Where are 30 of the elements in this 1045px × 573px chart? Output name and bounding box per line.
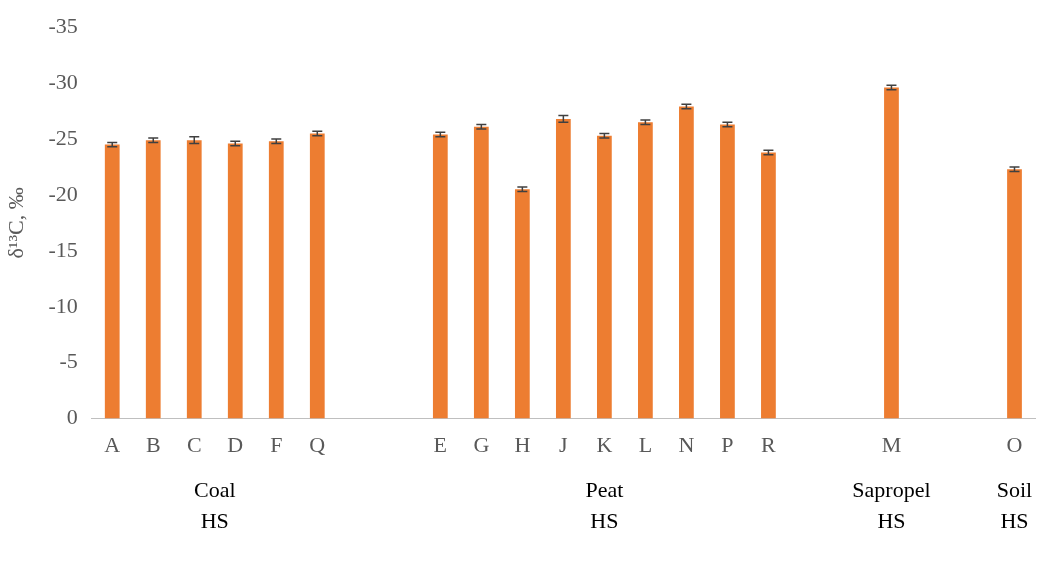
x-tick-label: B <box>145 431 161 457</box>
text: Coal HS <box>193 477 236 534</box>
y-tick-label: -25 <box>48 124 78 150</box>
x-tick-label: Q <box>309 431 326 457</box>
y-tick-label: -30 <box>48 68 78 94</box>
x-tick-label: M <box>881 431 902 457</box>
y-tick-label: -10 <box>48 292 78 318</box>
y-tick-label: -15 <box>48 236 78 262</box>
y-axis-title: δ¹³C, ‰ <box>2 187 28 259</box>
x-tick-label: D <box>227 431 244 457</box>
x-tick-label: N <box>678 431 695 457</box>
x-tick-label: L <box>638 431 653 457</box>
text: Sapropel HS <box>852 477 931 534</box>
x-tick-label: R <box>761 431 777 457</box>
y-tick-label: -35 <box>48 12 78 38</box>
y-tick-label: 0 <box>66 404 78 430</box>
x-tick-label: G <box>473 431 490 457</box>
x-tick-label: O <box>1006 431 1023 457</box>
x-tick-label: J <box>559 431 569 457</box>
x-tick-label: E <box>433 431 448 457</box>
x-tick-label: C <box>186 431 202 457</box>
y-tick-label: -20 <box>48 180 78 206</box>
x-tick-label: P <box>721 431 734 457</box>
x-tick-label: A <box>104 431 121 457</box>
x-tick-label: K <box>596 431 613 457</box>
text: Soil HS <box>996 477 1033 534</box>
x-tick-label: F <box>270 431 283 457</box>
x-tick-label: H <box>514 431 531 457</box>
text: Peat HS <box>585 477 624 534</box>
y-tick-label: -5 <box>59 348 78 374</box>
